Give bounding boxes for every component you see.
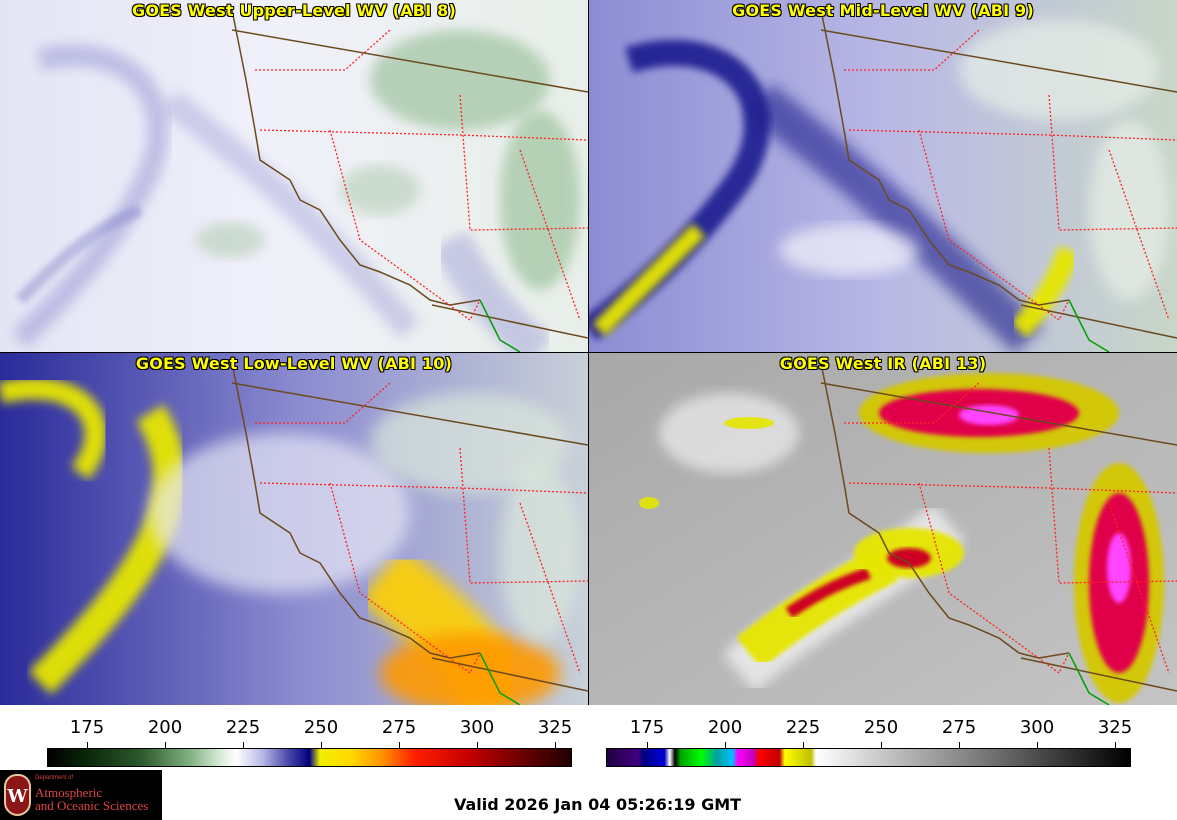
wv-tick-label: 200 xyxy=(147,717,183,738)
ir-tick-label: 250 xyxy=(863,717,899,738)
wv-tick-mark xyxy=(477,742,478,748)
ir-tick-mark xyxy=(1115,742,1116,748)
wv-tick-mark xyxy=(555,742,556,748)
wv-tick-label: 225 xyxy=(225,717,261,738)
low-level-wv-panel: GOES West Low-Level WV (ABI 10) xyxy=(0,353,588,705)
wv-tick-mark xyxy=(87,742,88,748)
wv-tick-label: 175 xyxy=(69,717,105,738)
ir-tick-label: 275 xyxy=(941,717,977,738)
upper-level-wv-image xyxy=(0,0,588,352)
wv-color-scale xyxy=(47,748,572,767)
logo-unit-line2: and Oceanic Sciences xyxy=(35,798,149,813)
horizontal-divider xyxy=(0,352,1177,353)
mid-level-wv-panel: GOES West Mid-Level WV (ABI 9) xyxy=(589,0,1177,352)
ir-tick-label: 200 xyxy=(707,717,743,738)
ir-tick-mark xyxy=(959,742,960,748)
wv-tick-mark xyxy=(399,742,400,748)
upper-level-wv-title: GOES West Upper-Level WV (ABI 8) xyxy=(132,1,456,20)
low-level-wv-title: GOES West Low-Level WV (ABI 10) xyxy=(135,354,453,373)
ir-colorbar-ticks: 175 200 225 250 275 300 325 xyxy=(589,717,1177,743)
ir-tick-mark xyxy=(803,742,804,748)
ir-tick-mark xyxy=(1037,742,1038,748)
ir-tick-label: 175 xyxy=(629,717,665,738)
logo-department-text: Department of xyxy=(35,775,74,781)
mid-level-wv-image xyxy=(589,0,1177,352)
wv-tick-label: 325 xyxy=(537,717,573,738)
low-level-wv-image xyxy=(0,353,588,705)
wv-tick-mark xyxy=(165,742,166,748)
department-logo: W Department of Atmospheric and Oceanic … xyxy=(0,770,162,820)
wv-tick-mark xyxy=(321,742,322,748)
ir-panel: GOES West IR (ABI 13) xyxy=(589,353,1177,705)
ir-tick-mark xyxy=(725,742,726,748)
ir-image xyxy=(589,353,1177,705)
ir-tick-mark xyxy=(647,742,648,748)
wv-tick-label: 275 xyxy=(381,717,417,738)
ir-color-scale xyxy=(606,748,1131,767)
wv-tick-label: 300 xyxy=(459,717,495,738)
wv-colorbar: 175 200 225 250 275 300 325 xyxy=(0,705,588,767)
seal-letter: W xyxy=(7,786,28,807)
logo-unit-line1: Atmospheric xyxy=(35,785,103,800)
mid-level-wv-title: GOES West Mid-Level WV (ABI 9) xyxy=(732,1,1034,20)
wv-colorbar-ticks: 175 200 225 250 275 300 325 xyxy=(0,717,588,743)
ir-colorbar: 175 200 225 250 275 300 325 xyxy=(589,705,1177,767)
ir-tick-label: 225 xyxy=(785,717,821,738)
ir-tick-mark xyxy=(881,742,882,748)
ir-tick-label: 300 xyxy=(1019,717,1055,738)
upper-level-wv-panel: GOES West Upper-Level WV (ABI 8) xyxy=(0,0,588,352)
ir-tick-label: 325 xyxy=(1097,717,1133,738)
wv-tick-label: 250 xyxy=(303,717,339,738)
wv-tick-mark xyxy=(243,742,244,748)
valid-time-label: Valid 2026 Jan 04 05:26:19 GMT xyxy=(454,795,742,814)
ir-title: GOES West IR (ABI 13) xyxy=(779,354,987,373)
university-seal-icon: W xyxy=(4,774,31,816)
